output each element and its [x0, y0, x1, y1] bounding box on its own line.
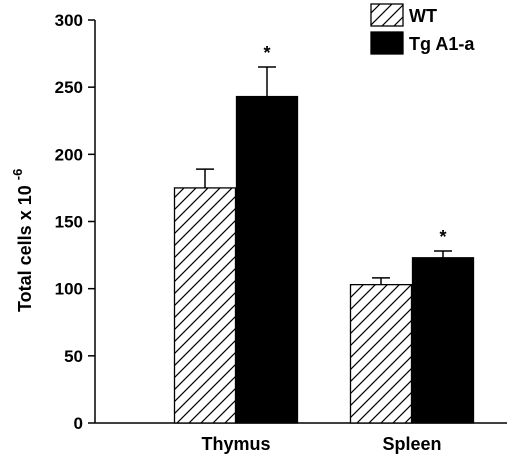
y-tick-label: 0 [74, 414, 83, 433]
y-tick-label: 250 [55, 78, 83, 97]
bar-spleen-tg [411, 257, 475, 424]
significance-marker: * [439, 227, 446, 247]
bar-thymus-wt [173, 187, 237, 424]
y-tick-label: 200 [55, 145, 83, 164]
legend-swatch-tg [370, 31, 404, 55]
y-axis-title-text: Total cells x 10 [15, 185, 35, 312]
legend-label: WT [409, 6, 437, 26]
y-axis-title-exponent: -6 [10, 169, 25, 181]
y-tick-label: 100 [55, 280, 83, 299]
y-tick-label: 300 [55, 11, 83, 30]
significance-marker: * [263, 43, 270, 63]
y-axis-title: Total cells x 10 -6 [10, 169, 35, 312]
legend: WT Tg A1-a [370, 3, 475, 55]
x-category-label: Thymus [201, 434, 270, 454]
axis-layer: 0 50 100 150 200 250 300 [55, 11, 507, 433]
y-tick-label: 150 [55, 213, 83, 232]
bar-spleen-wt [349, 283, 413, 424]
y-tick-label: 50 [64, 347, 83, 366]
labels-layer: Thymus Spleen * * [201, 43, 446, 454]
legend-label: Tg A1-a [409, 34, 475, 54]
bars-layer [173, 66, 475, 424]
x-category-label: Spleen [382, 434, 441, 454]
bar-thymus-tg [235, 95, 299, 424]
legend-swatch-wt [370, 3, 404, 27]
